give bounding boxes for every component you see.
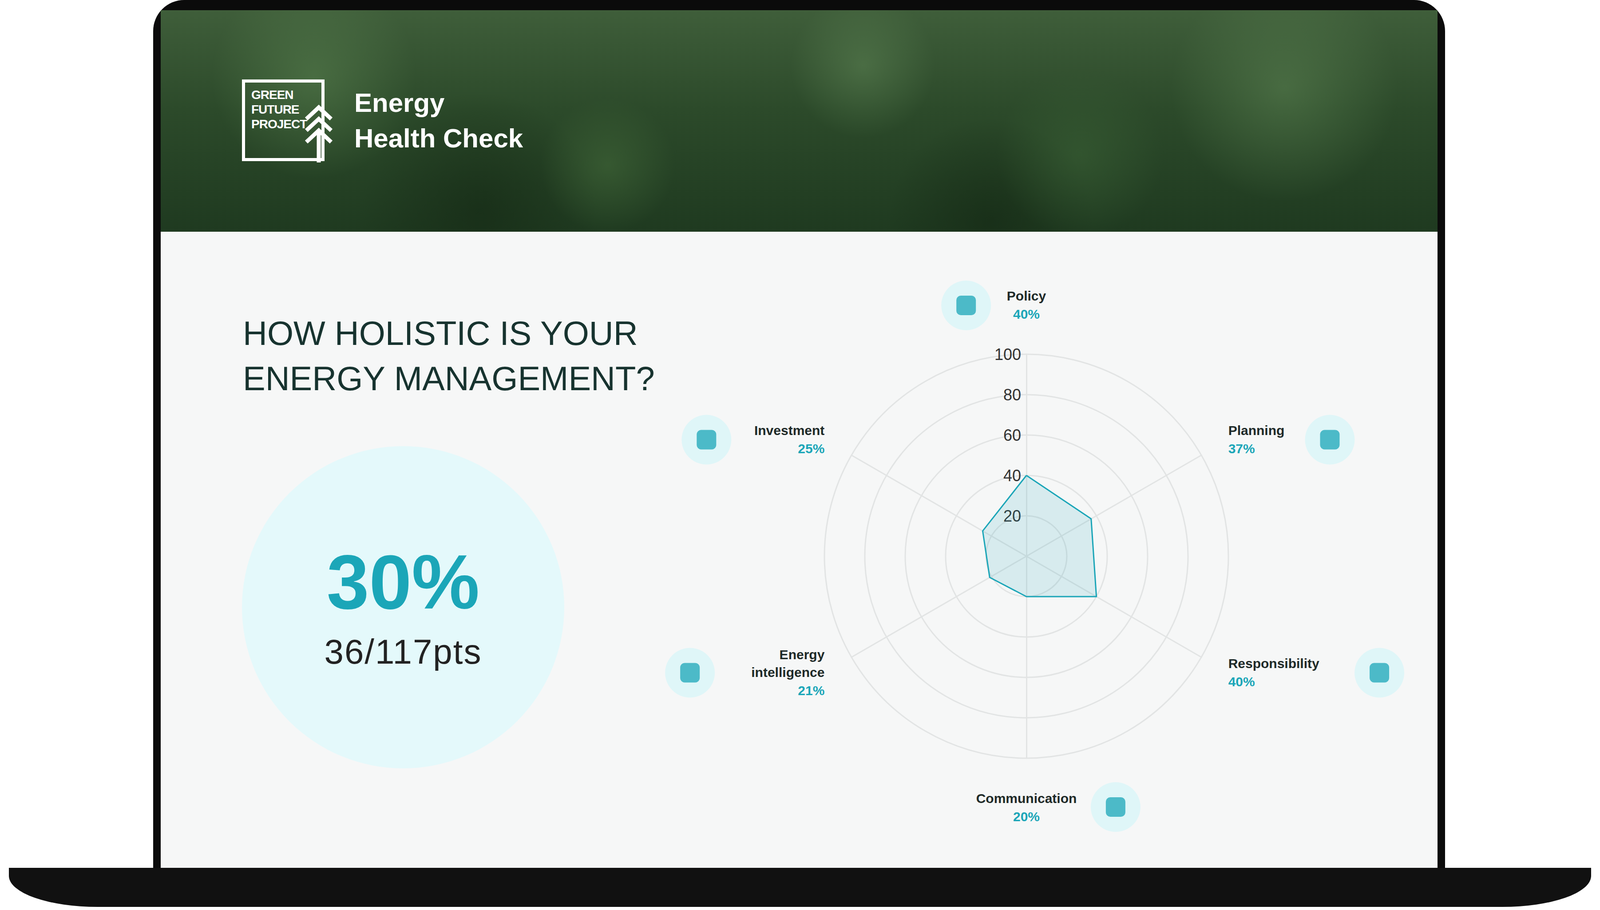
svg-text:37%: 37% [1228,441,1256,456]
svg-text:21%: 21% [797,683,825,698]
html-text:FUTURE: FUTURE [251,102,300,117]
svg-text:40%: 40% [1228,674,1256,690]
svg-text:Energy: Energy [779,647,825,662]
svg-text:40: 40 [1003,466,1022,485]
html-text:PROJECT: PROJECT [251,117,307,131]
html-text:30%: 30% [326,539,480,625]
html-text:HOW HOLISTIC IS YOUR ENERGY MA: HOW HOLISTIC IS YOUR ENERGY MANAGEMENT? [242,314,655,398]
html-text:36/117pts: 36/117pts [324,632,482,672]
svg-text:40%: 40% [1013,306,1040,322]
svg-text:Communication: Communication [976,791,1078,806]
svg-text:Investment: Investment [754,423,825,438]
svg-text:Responsibility: Responsibility [1228,656,1320,671]
svg-text:100: 100 [994,345,1022,364]
html-text:GREEN: GREEN [251,87,294,102]
html-text:Health Check: Health Check [354,123,524,154]
svg-text:80: 80 [1003,385,1022,404]
svg-text:20%: 20% [1013,809,1040,824]
svg-text:25%: 25% [797,441,825,456]
svg-text:intelligence: intelligence [751,665,825,680]
svg-text:60: 60 [1003,426,1022,445]
html-text:Energy: Energy [354,87,445,118]
svg-text:Planning: Planning [1228,423,1285,438]
svg-text:Policy: Policy [1006,288,1047,304]
